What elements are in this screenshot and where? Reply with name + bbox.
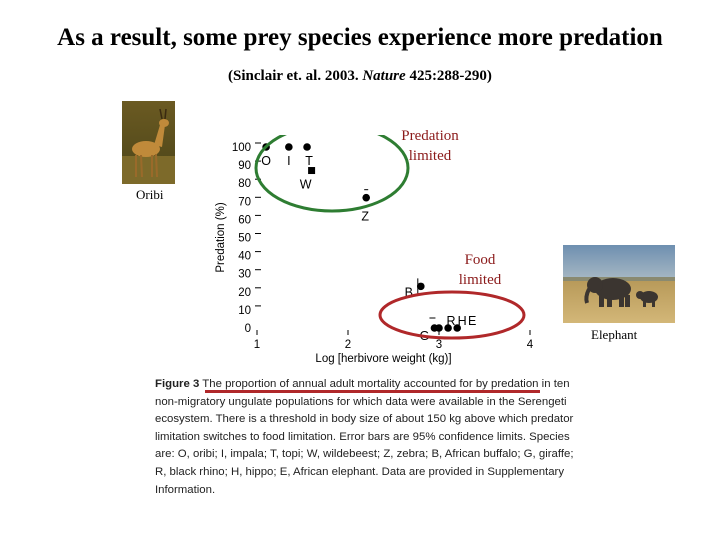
elephant-photo bbox=[563, 245, 675, 323]
y-axis-label: Predation (%) bbox=[215, 202, 227, 272]
citation: (Sinclair et. al. 2003. Nature 425:288-2… bbox=[0, 68, 720, 85]
highlight-circles bbox=[254, 135, 526, 340]
predation-line1: Predation bbox=[401, 128, 459, 144]
data-point-h bbox=[444, 324, 452, 332]
y-tick-label: 30 bbox=[238, 269, 251, 281]
y-tick-label: 100 bbox=[232, 142, 251, 154]
data-label-i: I bbox=[287, 154, 290, 168]
data-point-e bbox=[453, 324, 461, 332]
data-point-w bbox=[308, 167, 316, 175]
x-axis-label: Log [herbivore weight (kg)] bbox=[315, 353, 451, 365]
oribi-photo bbox=[122, 101, 175, 184]
data-label-h: H bbox=[458, 314, 467, 328]
predation-limited-circle bbox=[254, 135, 410, 213]
data-point-i bbox=[285, 143, 293, 151]
y-tick-label: 0 bbox=[245, 323, 251, 335]
y-tick-label: 10 bbox=[238, 305, 251, 317]
figure-caption: Figure 3 The proportion of annual adult … bbox=[155, 376, 575, 499]
predation-line2: limited bbox=[408, 148, 452, 164]
citation-prefix: (Sinclair et. al. 2003. bbox=[228, 68, 359, 84]
x-tick-label: 3 bbox=[436, 339, 442, 351]
caption-underline bbox=[205, 390, 540, 393]
y-tick-label: 40 bbox=[238, 251, 251, 263]
x-tick-label: 2 bbox=[345, 339, 351, 351]
x-tick-label: 1 bbox=[254, 339, 260, 351]
data-label-b: B bbox=[405, 285, 413, 299]
predation-limited-annotation: Predation limited bbox=[390, 126, 470, 166]
predation-scatter-chart: 0 10 20 30 40 50 60 70 80 90 100 1 2 3 4 Predation (%) L… bbox=[215, 135, 534, 365]
data-label-o: O bbox=[261, 154, 271, 168]
food-line2: limited bbox=[458, 272, 502, 288]
food-limited-circle bbox=[378, 290, 526, 340]
slide-title: As a result, some prey species experienc… bbox=[57, 24, 663, 51]
food-limited-annotation: Food limited bbox=[445, 250, 515, 290]
oribi-label: Oribi bbox=[136, 187, 164, 202]
elephant-label: Elephant bbox=[591, 327, 638, 342]
y-tick-label: 70 bbox=[238, 196, 251, 208]
data-point-r bbox=[435, 324, 443, 332]
citation-journal: Nature bbox=[362, 68, 406, 84]
data-point-z bbox=[362, 193, 370, 202]
caption-figure-label: Figure 3 bbox=[155, 378, 200, 390]
y-tick-label: 80 bbox=[238, 178, 251, 190]
axes-layer: 0 10 20 30 40 50 60 70 80 90 100 1 2 3 4 Predation (%) L… bbox=[215, 142, 534, 365]
food-line1: Food bbox=[464, 252, 496, 268]
data-label-r: R bbox=[446, 314, 455, 328]
caption-text: The proportion of annual adult mortality… bbox=[155, 378, 574, 496]
data-label-e: E bbox=[468, 314, 476, 328]
data-label-z: Z bbox=[361, 210, 369, 224]
citation-suffix: 425:288-290) bbox=[409, 68, 492, 84]
data-point-t bbox=[303, 143, 311, 151]
data-label-t: T bbox=[305, 154, 313, 168]
y-tick-label: 50 bbox=[238, 233, 251, 245]
data-label-w: W bbox=[300, 178, 312, 192]
x-tick-label: 4 bbox=[527, 339, 534, 351]
y-tick-label: 20 bbox=[238, 287, 251, 299]
data-point-b bbox=[417, 282, 425, 291]
y-tick-label: 90 bbox=[238, 160, 251, 172]
y-tick-label: 60 bbox=[238, 214, 251, 226]
